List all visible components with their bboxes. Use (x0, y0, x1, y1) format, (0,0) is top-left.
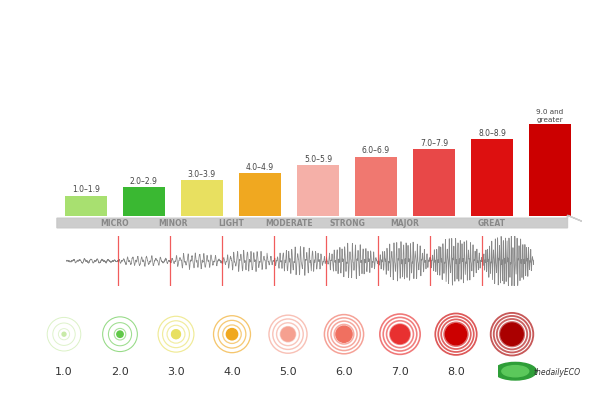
Bar (239, 173, 281, 216)
Text: 2.0–2.9: 2.0–2.9 (130, 177, 158, 186)
Text: 4.0–4.9: 4.0–4.9 (246, 163, 274, 172)
Text: 3.0: 3.0 (167, 367, 185, 377)
Text: 3.0–3.9: 3.0–3.9 (188, 170, 216, 179)
Text: LIGHT: LIGHT (218, 218, 244, 228)
Text: thedailyECO: thedailyECO (534, 368, 581, 377)
Text: STRONG: STRONG (329, 218, 365, 228)
Circle shape (62, 332, 66, 336)
Text: 4.0: 4.0 (223, 367, 241, 377)
Text: 6.0–6.9: 6.0–6.9 (362, 146, 390, 155)
Text: 1.0: 1.0 (55, 367, 73, 377)
Bar (413, 150, 455, 216)
Text: FOR MEASURING EARTHQUAKE INTENSITY: FOR MEASURING EARTHQUAKE INTENSITY (111, 58, 489, 73)
Text: 8.0: 8.0 (447, 367, 465, 377)
Text: MAJOR: MAJOR (391, 218, 419, 228)
Circle shape (445, 324, 467, 345)
Bar (355, 157, 397, 216)
Circle shape (226, 328, 238, 340)
Circle shape (494, 362, 536, 380)
Polygon shape (57, 215, 586, 228)
Text: RITCHER SCALE: RITCHER SCALE (160, 13, 440, 44)
Bar (181, 180, 223, 216)
Text: MODERATE: MODERATE (265, 218, 313, 228)
Text: 7.0: 7.0 (391, 367, 409, 377)
Text: MINOR: MINOR (158, 218, 188, 228)
Text: 1.0–1.9: 1.0–1.9 (72, 185, 100, 194)
Circle shape (391, 325, 409, 344)
Text: 2.0: 2.0 (111, 367, 129, 377)
Text: 5.0: 5.0 (279, 367, 297, 377)
Text: 8.0–8.9: 8.0–8.9 (478, 129, 506, 138)
Text: MICRO: MICRO (101, 218, 129, 228)
Bar (471, 139, 513, 216)
Text: 5.0–5.9: 5.0–5.9 (304, 154, 332, 164)
Circle shape (502, 366, 529, 377)
Bar (65, 196, 107, 216)
Circle shape (501, 323, 523, 346)
Circle shape (336, 326, 352, 342)
Bar (123, 187, 165, 216)
Bar (297, 165, 339, 216)
Circle shape (281, 327, 295, 341)
Text: 7.0–7.9: 7.0–7.9 (420, 139, 448, 148)
Text: 6.0: 6.0 (335, 367, 353, 377)
Text: GREAT: GREAT (478, 218, 506, 228)
Text: 9.0: 9.0 (503, 367, 521, 377)
Circle shape (172, 330, 181, 339)
Circle shape (117, 331, 123, 337)
Bar (529, 124, 571, 216)
Text: 9.0 and
greater: 9.0 and greater (536, 109, 564, 123)
